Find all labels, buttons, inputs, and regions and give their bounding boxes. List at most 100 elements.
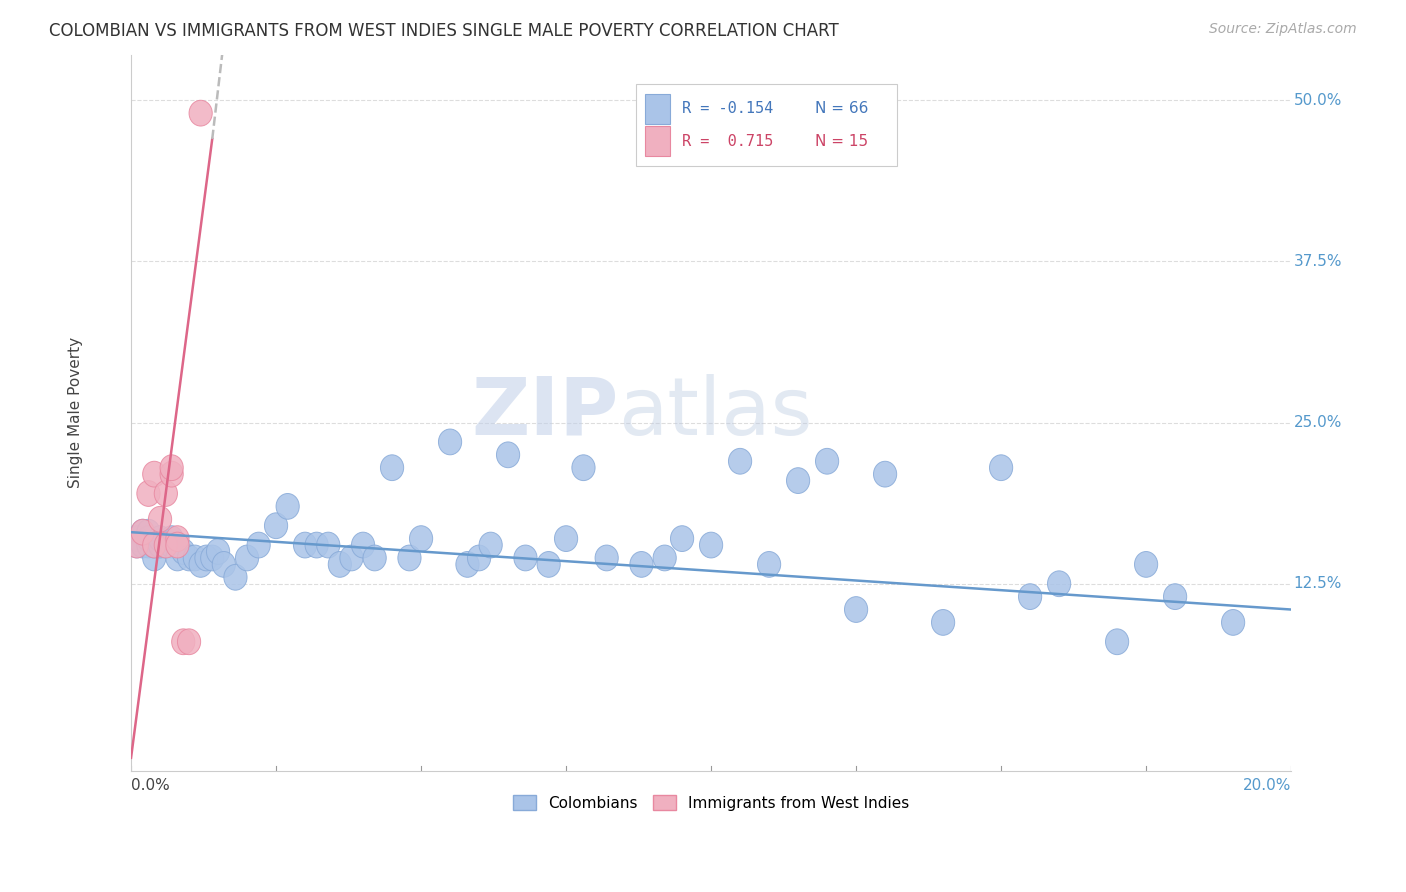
Ellipse shape: [932, 609, 955, 635]
Ellipse shape: [125, 533, 149, 558]
Text: N = 15: N = 15: [815, 134, 869, 148]
Ellipse shape: [160, 533, 183, 558]
Ellipse shape: [201, 545, 224, 571]
Ellipse shape: [758, 551, 780, 577]
Ellipse shape: [188, 551, 212, 577]
Ellipse shape: [294, 533, 316, 558]
Ellipse shape: [166, 525, 188, 551]
Text: ZIP: ZIP: [471, 374, 619, 452]
Ellipse shape: [172, 629, 195, 655]
Ellipse shape: [316, 533, 340, 558]
Ellipse shape: [496, 442, 520, 467]
Ellipse shape: [183, 545, 207, 571]
Text: R =  0.715: R = 0.715: [682, 134, 773, 148]
Ellipse shape: [149, 507, 172, 533]
Text: Source: ZipAtlas.com: Source: ZipAtlas.com: [1209, 22, 1357, 37]
Ellipse shape: [131, 519, 155, 545]
Ellipse shape: [1105, 629, 1129, 655]
Ellipse shape: [630, 551, 652, 577]
Ellipse shape: [305, 533, 328, 558]
Ellipse shape: [537, 551, 560, 577]
Ellipse shape: [1047, 571, 1071, 597]
Text: COLOMBIAN VS IMMIGRANTS FROM WEST INDIES SINGLE MALE POVERTY CORRELATION CHART: COLOMBIAN VS IMMIGRANTS FROM WEST INDIES…: [49, 22, 839, 40]
Ellipse shape: [409, 525, 433, 551]
Ellipse shape: [136, 519, 160, 545]
Text: 25.0%: 25.0%: [1294, 415, 1341, 430]
Ellipse shape: [381, 455, 404, 481]
Ellipse shape: [155, 533, 177, 558]
Ellipse shape: [513, 545, 537, 571]
Ellipse shape: [207, 539, 229, 565]
Ellipse shape: [172, 539, 195, 565]
FancyBboxPatch shape: [645, 94, 671, 124]
Ellipse shape: [188, 100, 212, 126]
Text: R = -0.154: R = -0.154: [682, 102, 773, 116]
Ellipse shape: [352, 533, 374, 558]
Ellipse shape: [136, 481, 160, 507]
Ellipse shape: [439, 429, 461, 455]
Text: atlas: atlas: [619, 374, 813, 452]
Ellipse shape: [136, 525, 160, 551]
Ellipse shape: [1135, 551, 1157, 577]
Ellipse shape: [340, 545, 363, 571]
Ellipse shape: [136, 533, 160, 558]
Ellipse shape: [1222, 609, 1244, 635]
Ellipse shape: [149, 533, 172, 558]
Ellipse shape: [456, 551, 479, 577]
Ellipse shape: [177, 629, 201, 655]
Ellipse shape: [572, 455, 595, 481]
Ellipse shape: [166, 533, 188, 558]
Ellipse shape: [728, 449, 752, 475]
Ellipse shape: [815, 449, 839, 475]
Ellipse shape: [328, 551, 352, 577]
Ellipse shape: [131, 533, 155, 558]
Ellipse shape: [479, 533, 502, 558]
Ellipse shape: [699, 533, 723, 558]
Ellipse shape: [125, 525, 149, 551]
Ellipse shape: [786, 467, 810, 493]
Text: 12.5%: 12.5%: [1294, 576, 1341, 591]
Ellipse shape: [652, 545, 676, 571]
Ellipse shape: [160, 461, 183, 487]
Text: Single Male Poverty: Single Male Poverty: [67, 337, 83, 489]
Ellipse shape: [160, 525, 183, 551]
Ellipse shape: [224, 565, 247, 591]
Ellipse shape: [142, 545, 166, 571]
Ellipse shape: [160, 455, 183, 481]
Ellipse shape: [363, 545, 387, 571]
FancyBboxPatch shape: [645, 126, 671, 156]
Text: 0.0%: 0.0%: [131, 779, 170, 793]
Ellipse shape: [1018, 583, 1042, 609]
Ellipse shape: [990, 455, 1012, 481]
Ellipse shape: [398, 545, 420, 571]
FancyBboxPatch shape: [636, 84, 897, 166]
Text: 50.0%: 50.0%: [1294, 93, 1341, 108]
Ellipse shape: [247, 533, 270, 558]
Text: 37.5%: 37.5%: [1294, 254, 1341, 268]
Ellipse shape: [845, 597, 868, 623]
Ellipse shape: [155, 481, 177, 507]
Ellipse shape: [467, 545, 491, 571]
Ellipse shape: [142, 533, 166, 558]
Ellipse shape: [1164, 583, 1187, 609]
Ellipse shape: [235, 545, 259, 571]
Ellipse shape: [131, 519, 155, 545]
Text: 20.0%: 20.0%: [1243, 779, 1291, 793]
Ellipse shape: [595, 545, 619, 571]
Ellipse shape: [212, 551, 235, 577]
Legend: Colombians, Immigrants from West Indies: Colombians, Immigrants from West Indies: [506, 789, 915, 817]
Ellipse shape: [264, 513, 288, 539]
Text: N = 66: N = 66: [815, 102, 869, 116]
Ellipse shape: [142, 533, 166, 558]
Ellipse shape: [195, 545, 218, 571]
Ellipse shape: [671, 525, 693, 551]
Ellipse shape: [155, 533, 177, 558]
Ellipse shape: [149, 525, 172, 551]
Ellipse shape: [873, 461, 897, 487]
Ellipse shape: [276, 493, 299, 519]
Ellipse shape: [142, 461, 166, 487]
Ellipse shape: [166, 545, 188, 571]
Ellipse shape: [125, 533, 149, 558]
Ellipse shape: [554, 525, 578, 551]
Ellipse shape: [177, 545, 201, 571]
